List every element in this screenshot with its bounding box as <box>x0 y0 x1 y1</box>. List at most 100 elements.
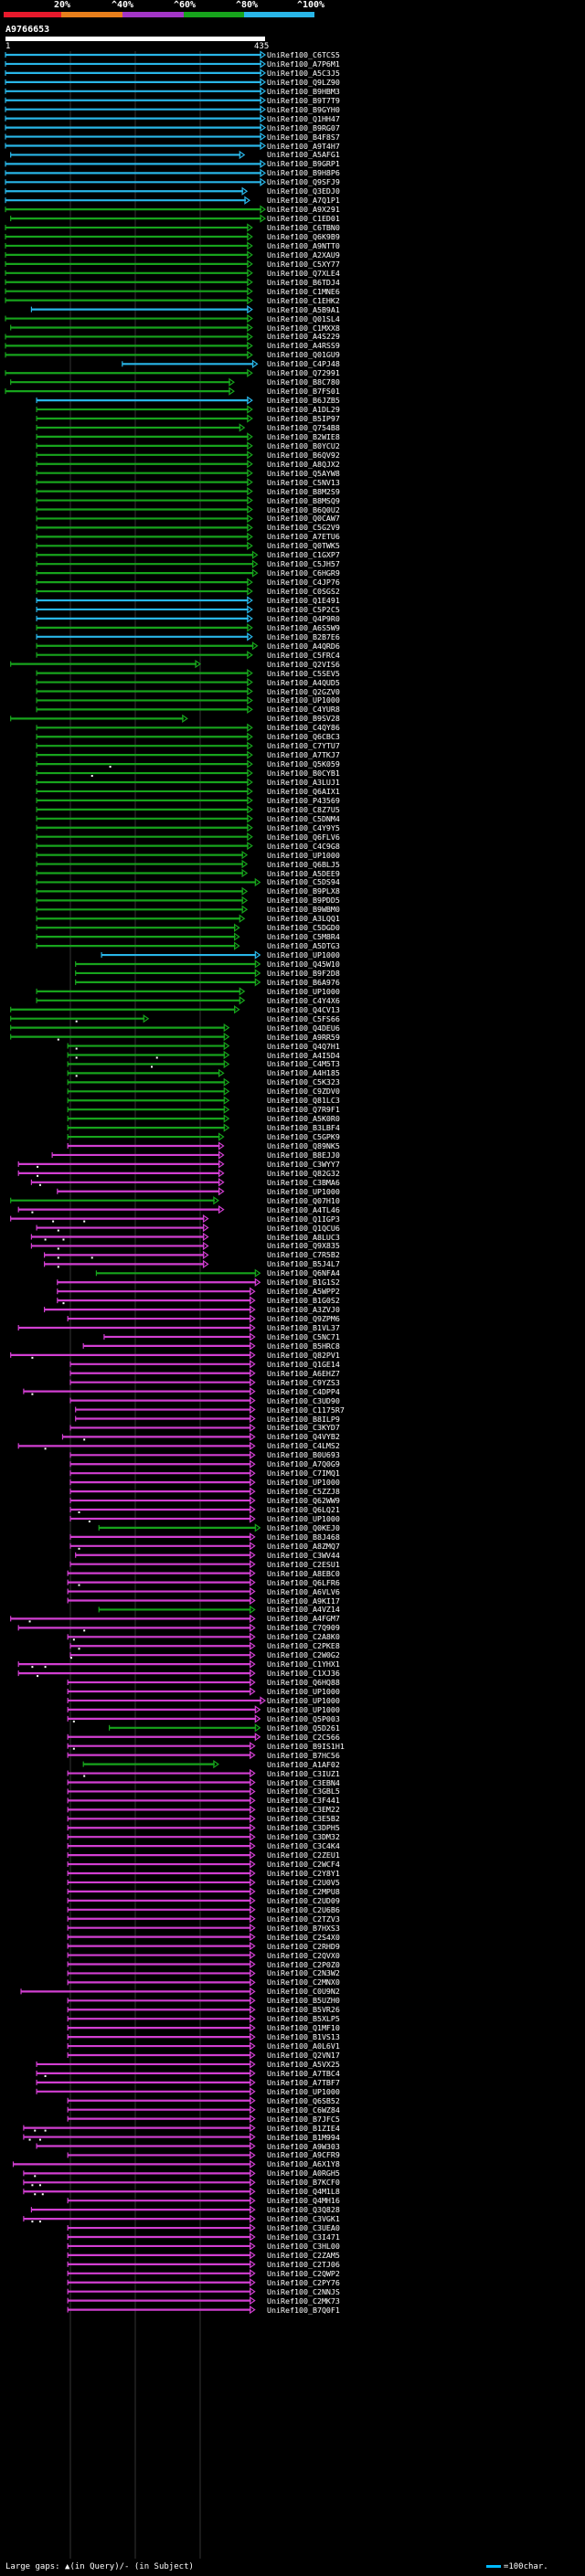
hit-row[interactable] <box>67 1896 256 1905</box>
hit-row[interactable] <box>36 514 253 524</box>
hit-id[interactable]: UniRef100_C6HGR9 <box>267 568 340 578</box>
hit-row[interactable] <box>5 287 253 296</box>
hit-id[interactable]: UniRef100_Q6LFR6 <box>267 1577 340 1587</box>
hit-id[interactable]: UniRef100_Q1MF10 <box>267 2023 340 2033</box>
hit-row[interactable] <box>20 1987 256 1997</box>
hit-id[interactable]: UniRef100_Q07H10 <box>267 1195 340 1205</box>
hit-id[interactable]: UniRef100_B6QV92 <box>267 450 340 460</box>
hit-id[interactable]: UniRef100_B9PDD5 <box>267 896 340 906</box>
hit-row[interactable] <box>36 623 253 632</box>
hit-row[interactable] <box>5 250 253 260</box>
hit-id[interactable]: UniRef100_C2A8K0 <box>267 1632 340 1642</box>
hit-id[interactable]: UniRef100_Q5D261 <box>267 1723 340 1733</box>
hit-row[interactable] <box>57 1187 225 1196</box>
hit-id[interactable]: UniRef100_UP1000 <box>267 950 340 960</box>
hit-row[interactable] <box>30 1178 225 1187</box>
hit-id[interactable]: UniRef100_Q5AYW8 <box>267 468 340 478</box>
hit-id[interactable]: UniRef100_B6JZB5 <box>267 396 340 406</box>
hit-row[interactable] <box>69 1650 256 1659</box>
hit-id[interactable]: UniRef100_Q1QCU6 <box>267 1223 340 1233</box>
hit-id[interactable]: UniRef100_B1M994 <box>267 2132 340 2142</box>
hit-row[interactable] <box>67 1878 256 1887</box>
hit-row[interactable] <box>67 1132 225 1141</box>
hit-id[interactable]: UniRef100_A4VZ14 <box>267 1605 340 1615</box>
hit-id[interactable]: UniRef100_A5DTG3 <box>267 941 340 951</box>
hit-row[interactable] <box>69 1423 256 1433</box>
hit-id[interactable]: UniRef100_B1VL37 <box>267 1323 340 1332</box>
hit-id[interactable]: UniRef100_Q754B8 <box>267 422 340 432</box>
hit-id[interactable]: UniRef100_B5HRC8 <box>267 1341 340 1351</box>
hit-id[interactable]: UniRef100_B7JFC5 <box>267 2114 340 2124</box>
hit-row[interactable] <box>67 1041 230 1051</box>
hit-row[interactable] <box>67 1568 256 1578</box>
hit-row[interactable] <box>69 1487 256 1496</box>
hit-row[interactable] <box>36 441 253 451</box>
hit-id[interactable]: UniRef100_C7Q909 <box>267 1623 340 1633</box>
hit-id[interactable]: UniRef100_C3C4K4 <box>267 1841 340 1851</box>
hit-id[interactable]: UniRef100_B5XLP5 <box>267 2014 340 2024</box>
hit-row[interactable] <box>10 1196 219 1205</box>
hit-id[interactable]: UniRef100_C2ZEU1 <box>267 1850 340 1860</box>
hit-id[interactable]: UniRef100_C1GXP7 <box>267 550 340 560</box>
hit-id[interactable]: UniRef100_C5FRC4 <box>267 650 340 660</box>
hit-id[interactable]: UniRef100_C8Z7U5 <box>267 804 340 814</box>
hit-id[interactable]: UniRef100_Q81LC3 <box>267 1096 340 1106</box>
hit-id[interactable]: UniRef100_A9X291 <box>267 205 340 215</box>
hit-id[interactable]: UniRef100_C6TBN0 <box>267 223 340 233</box>
hit-row[interactable] <box>36 832 253 842</box>
hit-row[interactable] <box>69 1450 256 1459</box>
hit-id[interactable]: UniRef100_A9RR59 <box>267 1032 340 1042</box>
hit-id[interactable]: UniRef100_UP1000 <box>267 1513 340 1523</box>
hit-row[interactable] <box>67 2251 256 2260</box>
hit-row[interactable] <box>30 1241 209 1251</box>
hit-id[interactable]: UniRef100_Q4VYB2 <box>267 1432 340 1442</box>
hit-row[interactable] <box>69 1532 256 1542</box>
hit-id[interactable]: UniRef100_C5M8R4 <box>267 932 340 942</box>
hit-id[interactable]: UniRef100_A9CFR9 <box>267 2150 340 2160</box>
hit-id[interactable]: UniRef100_C4JP76 <box>267 578 340 588</box>
hit-id[interactable]: UniRef100_A0RGH5 <box>267 2168 340 2178</box>
hit-id[interactable]: UniRef100_C5SEV5 <box>267 668 340 678</box>
hit-id[interactable]: UniRef100_Q5K059 <box>267 759 340 769</box>
hit-id[interactable]: UniRef100_B9WBM0 <box>267 905 340 915</box>
hit-row[interactable] <box>122 359 259 368</box>
hit-row[interactable] <box>36 741 253 750</box>
hit-id[interactable]: UniRef100_C7IMQ1 <box>267 1468 340 1479</box>
hit-row[interactable] <box>67 1696 267 1705</box>
hit-id[interactable]: UniRef100_Q89NK5 <box>267 1141 340 1150</box>
hit-row[interactable] <box>5 141 267 151</box>
hit-id[interactable]: UniRef100_B8EJJ0 <box>267 1150 340 1160</box>
hit-id[interactable]: UniRef100_C2MNX0 <box>267 1977 340 1988</box>
hit-id[interactable]: UniRef100_C1ED01 <box>267 214 340 224</box>
hit-row[interactable] <box>95 1268 261 1277</box>
hit-row[interactable] <box>67 2014 256 2023</box>
hit-id[interactable]: UniRef100_A4QUD5 <box>267 677 340 687</box>
hit-id[interactable]: UniRef100_Q82G32 <box>267 1168 340 1178</box>
hit-id[interactable]: UniRef100_C4DPP4 <box>267 1386 340 1396</box>
hit-id[interactable]: UniRef100_B5J4L7 <box>267 1259 340 1269</box>
hit-row[interactable] <box>23 2214 256 2223</box>
hit-row[interactable] <box>75 969 261 978</box>
hit-row[interactable] <box>36 923 240 932</box>
hit-row[interactable] <box>30 1232 209 1242</box>
hit-id[interactable]: UniRef100_C3IUZ1 <box>267 1768 340 1778</box>
hit-id[interactable]: UniRef100_Q7XLE4 <box>267 268 340 278</box>
hit-id[interactable]: UniRef100_A8EBC0 <box>267 1568 340 1578</box>
hit-row[interactable] <box>67 1059 230 1069</box>
hit-row[interactable] <box>36 778 253 787</box>
hit-row[interactable] <box>5 96 267 105</box>
hit-row[interactable] <box>17 1669 256 1678</box>
hit-row[interactable] <box>51 1150 225 1160</box>
hit-row[interactable] <box>67 1941 256 1951</box>
hit-row[interactable] <box>10 659 202 669</box>
hit-id[interactable]: UniRef100_C3DM32 <box>267 1832 340 1842</box>
hit-row[interactable] <box>36 750 253 759</box>
hit-id[interactable]: UniRef100_C2UD09 <box>267 1895 340 1905</box>
hit-id[interactable]: UniRef100_C3UD90 <box>267 1395 340 1405</box>
hit-id[interactable]: UniRef100_C6TCS5 <box>267 50 340 59</box>
hit-id[interactable]: UniRef100_Q1GE14 <box>267 1359 340 1369</box>
hit-id[interactable]: UniRef100_C4C9G8 <box>267 841 340 851</box>
hit-id[interactable]: UniRef100_UP1000 <box>267 1186 340 1196</box>
hit-row[interactable] <box>36 2141 256 2151</box>
hit-row[interactable] <box>5 269 253 278</box>
